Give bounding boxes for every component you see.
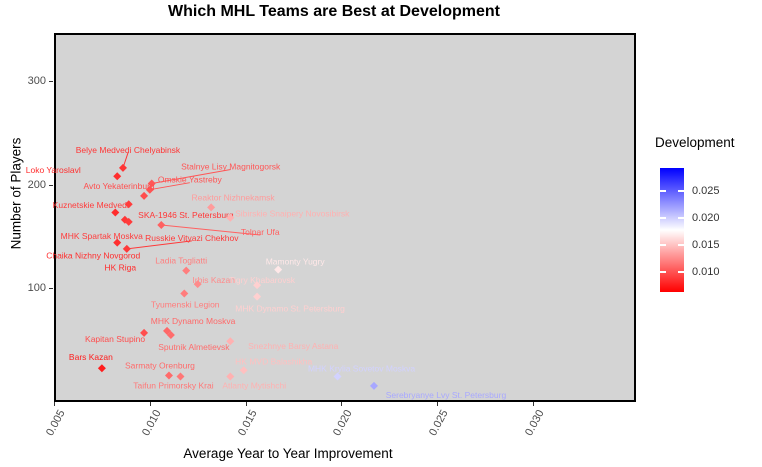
data-point-label: Kapitan Stupino (85, 334, 145, 344)
data-point (193, 280, 202, 289)
data-point-label: Tyumenski Legion (151, 299, 220, 309)
data-point-label: Ladia Togliatti (155, 256, 207, 266)
data-point (145, 185, 154, 194)
legend-tick-dash (660, 270, 666, 273)
data-point-label: Atlanty Mytishchi (222, 381, 286, 391)
data-point-label: Tolpar Ufa (241, 227, 280, 237)
label-connector (149, 182, 190, 191)
data-point (113, 172, 122, 181)
data-point-label: Mamonty Yugry (266, 257, 326, 267)
data-point-label: Sputnik Almetievsk (158, 342, 230, 352)
data-point-label: Belye Medvedi Chelyabinsk (76, 145, 181, 155)
data-point-label: Bars Kazan (69, 352, 113, 362)
x-tick-mark (54, 402, 55, 406)
data-point (113, 238, 122, 247)
data-point (140, 191, 149, 200)
data-point (226, 337, 235, 346)
data-point-label: Tigry Khabarovsk (229, 275, 296, 285)
data-point-label: Sarmaty Orenburg (125, 360, 195, 370)
data-point-label: Chaika Nizhny Novgorod (46, 251, 140, 261)
data-point (147, 179, 156, 188)
data-point-label: SKA-1946 St. Petersburg (138, 210, 234, 220)
x-tick-mark (245, 402, 247, 406)
data-point (182, 266, 191, 275)
data-point (124, 200, 133, 209)
y-tick-mark (49, 80, 53, 82)
data-point (207, 203, 216, 212)
data-point (180, 289, 189, 298)
data-point (253, 292, 262, 301)
x-tick-mark (437, 402, 439, 406)
data-point-label: MHK Spartak Moskva (61, 231, 143, 241)
legend-tick-label: 0.020 (692, 211, 720, 224)
data-point (118, 163, 127, 172)
data-point (274, 265, 283, 274)
label-connector (126, 240, 192, 250)
chart-title: Which MHL Teams are Best at Development (168, 3, 500, 20)
data-point-label: Avto Yekaterinburg (83, 181, 154, 191)
data-point (239, 366, 248, 375)
data-point-label: Taifun Primorsky Krai (133, 381, 213, 391)
data-point (333, 372, 342, 381)
data-point (111, 208, 120, 217)
y-tick-label: 100 (27, 282, 46, 295)
data-point-label: HK Riga (104, 263, 136, 273)
legend: Development 0.025 0.020 0.015 0.010 (648, 130, 762, 310)
data-point-label: Loko Yaroslavl (26, 165, 81, 175)
data-point-label: Stalnye Lisy Magnitogorsk (181, 161, 281, 171)
y-tick-mark (49, 288, 53, 290)
data-point-label: MHK Dynamo Moskva (151, 316, 236, 326)
data-point (226, 213, 235, 222)
x-axis-title: Average Year to Year Improvement (183, 446, 393, 461)
label-connector (161, 224, 261, 236)
data-point (176, 372, 185, 381)
legend-tick-dash (660, 216, 666, 219)
data-point-label: Irbis Kazan (192, 275, 235, 285)
legend-tick-dash (678, 270, 684, 273)
data-point (164, 371, 173, 380)
x-tick-mark (341, 402, 343, 406)
data-point-label: MHK Krylia Sovetov Moskva (308, 364, 415, 374)
legend-gradient-bar (660, 168, 684, 292)
data-point (140, 328, 149, 337)
data-point (369, 381, 378, 390)
label-connector (151, 168, 231, 184)
data-point-label: Snezhnye Barsy Astana (248, 341, 339, 351)
data-point-label: Reaktor Nizhnekamsk (192, 192, 276, 202)
x-tick-mark (149, 402, 151, 406)
legend-tick-dash (678, 216, 684, 219)
data-point-label: Omskie Yastreby (158, 175, 223, 185)
legend-tick-label: 0.025 (692, 185, 720, 198)
legend-tick-label: 0.010 (692, 265, 720, 278)
data-point (166, 331, 175, 340)
data-point (226, 372, 235, 381)
data-point (122, 244, 131, 253)
legend-tick-dash (678, 243, 684, 246)
data-point-label: Sibirskie Snaipery Novosibirsk (235, 209, 350, 219)
data-point-label: Russkie Vityazi Chekhov (145, 233, 239, 243)
data-point (97, 364, 106, 373)
y-tick-mark (49, 184, 53, 186)
data-point (124, 217, 133, 226)
data-point-label: HK MVD Balashikha (235, 356, 312, 366)
legend-title: Development (655, 135, 735, 150)
plot-panel (54, 33, 636, 402)
data-point-label: Serebryanye Lvy St. Petersburg (386, 390, 507, 400)
y-tick-label: 200 (27, 178, 46, 191)
data-point-label: MHK Dynamo St. Petersburg (235, 304, 345, 314)
legend-tick-dash (660, 190, 666, 193)
data-point (157, 220, 166, 229)
x-tick-mark (533, 402, 534, 406)
y-axis-title: Number of Players (8, 137, 24, 250)
legend-tick-label: 0.015 (692, 238, 720, 251)
data-point-label: Kuznetskie Medvedi (53, 200, 129, 210)
data-point (253, 281, 262, 290)
legend-tick-dash (678, 190, 684, 193)
y-tick-label: 300 (27, 74, 46, 87)
legend-tick-dash (660, 243, 666, 246)
